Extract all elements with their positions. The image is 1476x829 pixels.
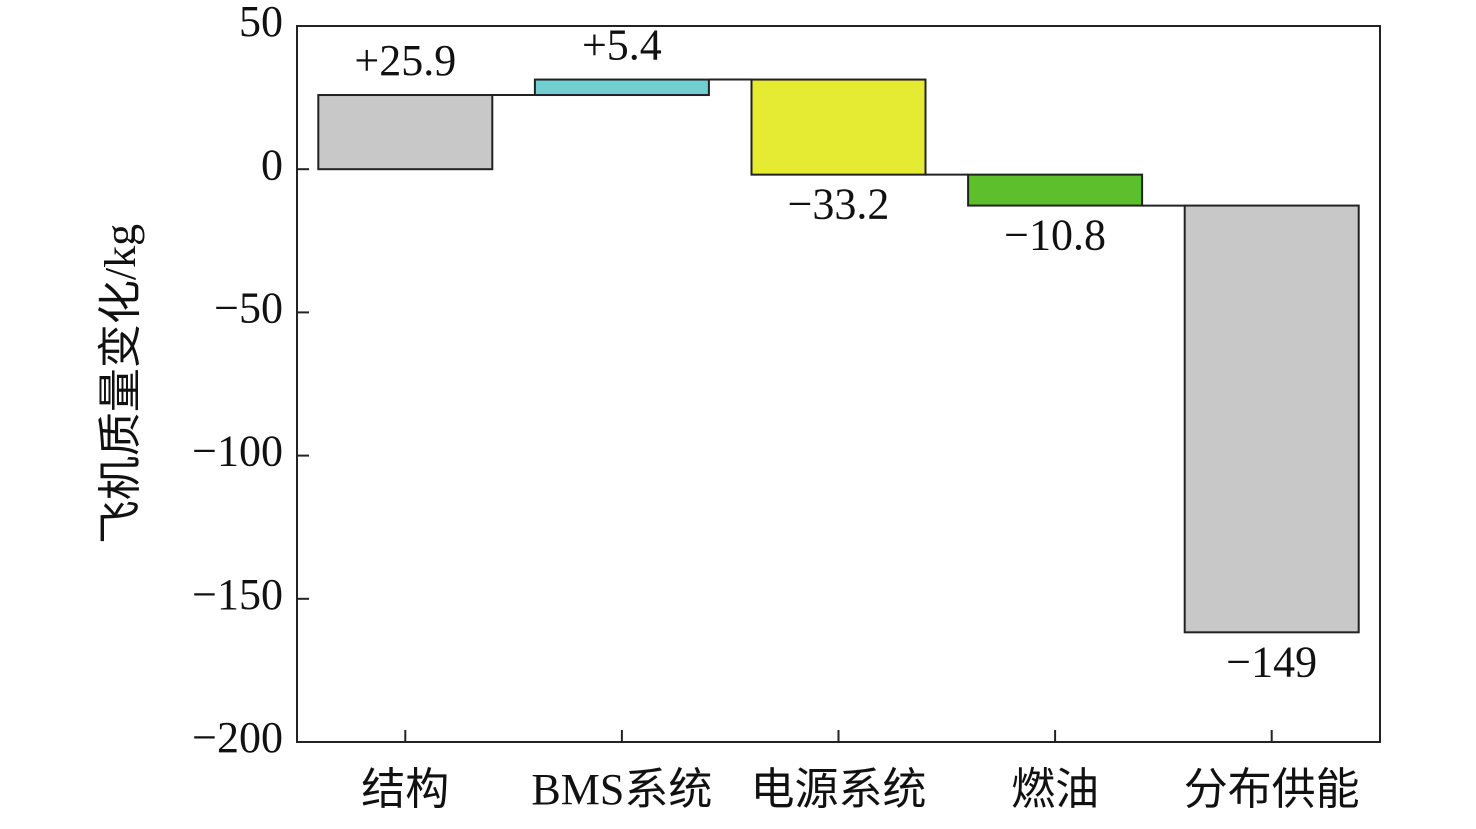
- y-tick-label: 0: [261, 140, 283, 189]
- x-tick-label: 燃油: [1011, 765, 1099, 814]
- y-tick-label: −100: [192, 427, 283, 476]
- value-label: −33.2: [788, 180, 890, 229]
- value-label: +5.4: [582, 21, 662, 70]
- y-tick-label: −150: [192, 570, 283, 619]
- bar: [1183, 204, 1360, 634]
- bar: [317, 94, 494, 171]
- x-tick-label: 结构: [361, 765, 449, 814]
- bar: [750, 78, 927, 176]
- value-label: +25.9: [354, 36, 456, 85]
- value-label: −10.8: [1004, 211, 1106, 260]
- y-tick-label: −200: [192, 713, 283, 762]
- value-label: −149: [1226, 637, 1317, 686]
- bar: [967, 173, 1144, 207]
- y-tick-label: 50: [239, 0, 283, 46]
- y-axis-label: 飞机质量变化/kg: [96, 224, 145, 544]
- x-tick-label: 电源系统: [751, 765, 927, 814]
- bar: [533, 78, 710, 97]
- y-tick-label: −50: [214, 283, 283, 332]
- x-tick-label: 分布供能: [1184, 765, 1360, 814]
- x-tick-label: BMS系统: [531, 765, 712, 814]
